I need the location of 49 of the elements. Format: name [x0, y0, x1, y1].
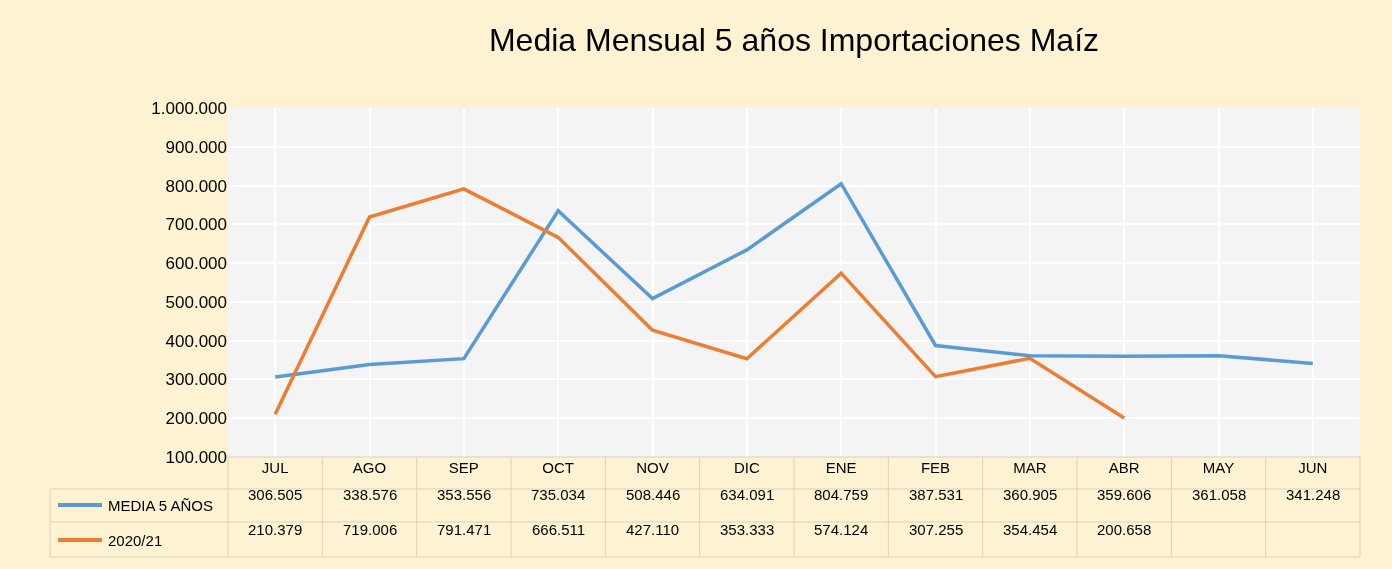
legend-label: MEDIA 5 AÑOS [108, 497, 214, 514]
y-tick-label: 400.000 [165, 331, 227, 351]
data-label: 791.471 [437, 521, 492, 538]
y-tick-label: 800.000 [165, 176, 227, 196]
line-series [273, 187, 1126, 420]
data-label: 210.379 [248, 521, 303, 538]
data-label: 508.446 [626, 486, 681, 503]
data-label: 306.505 [248, 486, 303, 503]
y-tick-label: 700.000 [165, 215, 227, 235]
data-label: 427.110 [626, 521, 680, 538]
x-tick-label: DIC [733, 459, 760, 476]
y-tick-label: 600.000 [165, 254, 227, 274]
data-label: 353.333 [720, 521, 775, 538]
x-tick-label: MAY [1202, 459, 1235, 476]
line-series [273, 181, 1315, 379]
data-label: 719.006 [343, 521, 398, 538]
y-tick-label: 500.000 [165, 292, 227, 312]
data-label: 735.034 [531, 486, 586, 503]
x-tick-label: AGO [352, 459, 387, 476]
data-label: 353.556 [437, 486, 492, 503]
data-label: 804.759 [814, 486, 869, 503]
x-tick-label: ENE [825, 459, 857, 476]
data-label: 341.248 [1286, 486, 1341, 503]
y-tick-label: 900.000 [165, 137, 227, 157]
x-tick-label: MAR [1013, 459, 1047, 476]
data-label: 338.576 [343, 486, 398, 503]
legend-label: 2020/21 [108, 532, 163, 549]
x-tick-label: OCT [542, 459, 575, 476]
x-tick-label: NOV [636, 459, 669, 476]
data-label: 307.255 [909, 521, 964, 538]
chart-title: Media Mensual 5 años Importaciones Maíz [488, 22, 1100, 59]
data-label: 354.454 [1003, 521, 1058, 538]
y-tick-label: 1.000.000 [151, 98, 227, 118]
data-label: 360.905 [1003, 486, 1058, 503]
data-label: 634.091 [720, 486, 775, 503]
data-label: 666.511 [532, 521, 586, 538]
data-label: 574.124 [814, 521, 869, 538]
data-label: 359.606 [1097, 486, 1152, 503]
x-tick-label: ABR [1108, 459, 1140, 476]
y-tick-label: 300.000 [165, 370, 227, 390]
x-tick-label: JUL [261, 459, 289, 476]
data-label: 361.058 [1192, 486, 1247, 503]
x-tick-label: SEP [448, 459, 479, 476]
y-tick-label: 100.000 [165, 447, 227, 467]
x-tick-label: FEB [920, 459, 951, 476]
y-tick-label: 200.000 [165, 409, 227, 429]
data-label: 387.531 [909, 486, 964, 503]
x-tick-label: JUN [1298, 459, 1328, 476]
data-label: 200.658 [1097, 521, 1152, 538]
